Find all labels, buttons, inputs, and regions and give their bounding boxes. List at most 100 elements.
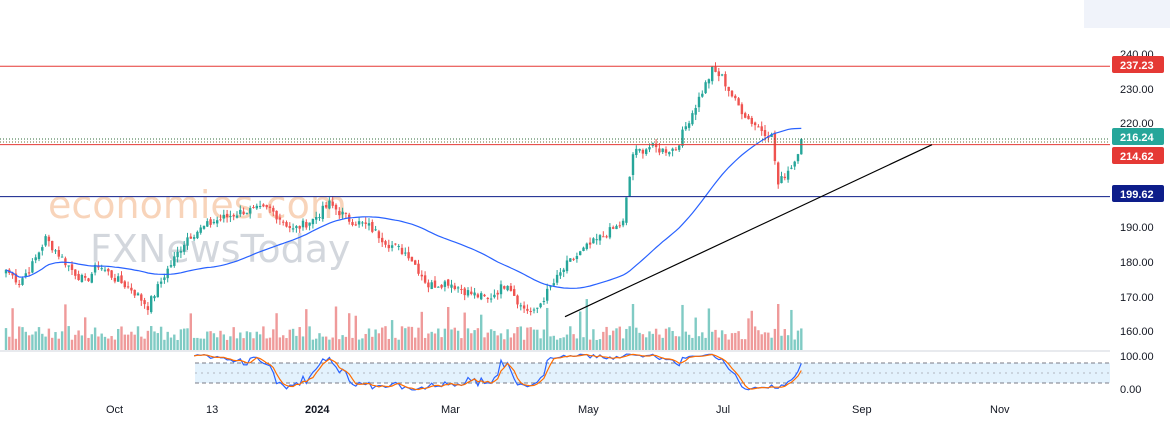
- volume-bar: [509, 337, 513, 350]
- volume-bar: [414, 337, 417, 350]
- candle-body: [575, 256, 579, 260]
- volume-bar: [711, 331, 714, 350]
- volume-bar: [377, 333, 381, 350]
- volume-bar: [654, 328, 658, 350]
- candle-body: [242, 211, 245, 215]
- volume-bar: [489, 329, 493, 350]
- volume-bar: [93, 327, 97, 350]
- volume-bar: [282, 335, 285, 350]
- volume-bar: [239, 332, 242, 350]
- volume-bar: [687, 334, 691, 350]
- volume-bar: [371, 336, 374, 350]
- volume-bar: [70, 339, 74, 350]
- volume-bar: [272, 329, 275, 350]
- volume-bar: [209, 331, 212, 350]
- volume-bar: [202, 338, 206, 350]
- time-tick: 13: [206, 404, 218, 416]
- volume-bar: [539, 338, 542, 350]
- candle-body: [285, 222, 288, 227]
- candle-body: [176, 251, 179, 258]
- volume-bar: [328, 339, 331, 350]
- volume-bar: [90, 334, 93, 350]
- candle-body: [163, 277, 166, 280]
- candle-body: [470, 291, 473, 294]
- candle-body: [130, 287, 133, 291]
- volume-bar: [585, 299, 588, 350]
- volume-bar: [308, 326, 311, 350]
- candle-body: [674, 149, 678, 151]
- candle-body: [608, 227, 612, 238]
- time-axis[interactable]: Oct 13 2024 Mar May Jul Sep Nov: [106, 404, 1010, 416]
- volume-bar: [549, 336, 552, 350]
- volume-bar: [357, 339, 361, 350]
- volume-bar: [437, 328, 440, 350]
- volume-bar: [14, 338, 18, 350]
- volume-bar: [57, 338, 60, 350]
- candle-body: [387, 244, 390, 249]
- volume-bar: [41, 333, 44, 350]
- last-price-badge-label: 216.24: [1120, 132, 1155, 144]
- volume-bar: [734, 332, 737, 350]
- candle-body: [460, 289, 463, 291]
- stochastic-d-line: [193, 353, 802, 391]
- candle-body: [328, 200, 331, 209]
- volume-bar: [786, 335, 790, 350]
- price-axis[interactable]: 240.00 230.00 220.00 190.00 180.00 170.0…: [1120, 49, 1154, 396]
- candle-body: [384, 241, 387, 245]
- volume-bar: [146, 330, 150, 350]
- volume-bars: [4, 299, 803, 350]
- volume-bar: [638, 332, 641, 350]
- volume-bar: [268, 337, 272, 350]
- volume-bar: [503, 339, 506, 350]
- volume-bar: [542, 329, 546, 350]
- volume-bar: [258, 334, 262, 350]
- candle-body: [450, 284, 453, 288]
- volume-bar: [430, 331, 433, 350]
- candle-body: [209, 219, 212, 225]
- volume-bar: [262, 326, 265, 350]
- candle-body: [740, 104, 744, 115]
- volume-bar: [252, 338, 255, 350]
- volume-bar: [588, 339, 592, 350]
- candle-body: [90, 273, 93, 283]
- last-price-badge: [1112, 128, 1164, 145]
- volume-bar: [348, 313, 351, 350]
- volume-bar: [645, 337, 648, 350]
- volume-bar: [192, 337, 196, 350]
- candle-body: [84, 276, 87, 278]
- candle-body: [255, 205, 258, 209]
- candle-body: [499, 284, 503, 295]
- volume-bar: [575, 338, 579, 350]
- candle-body: [268, 206, 272, 208]
- candle-body: [737, 98, 740, 106]
- volume-bar: [278, 337, 282, 350]
- volume-bar: [628, 326, 631, 350]
- price-tick: 230.00: [1120, 84, 1154, 96]
- candle-body: [777, 162, 780, 185]
- volume-bar: [212, 333, 216, 350]
- candle-body: [407, 252, 410, 259]
- volume-bar: [334, 306, 338, 350]
- volume-bar: [460, 338, 463, 350]
- candle-body: [717, 71, 720, 77]
- candle-body: [272, 207, 275, 212]
- volume-bar: [668, 327, 671, 350]
- volume-bar: [351, 337, 354, 350]
- volume-bar: [800, 328, 803, 350]
- volume-bar: [612, 330, 615, 350]
- candle-body: [549, 286, 552, 288]
- candle-body: [24, 273, 27, 277]
- candle-body: [120, 275, 123, 284]
- candle-body: [711, 66, 714, 82]
- time-tick: Jul: [716, 404, 730, 416]
- trendline[interactable]: [564, 144, 933, 318]
- candle-body: [222, 214, 225, 219]
- candle-body: [668, 152, 671, 155]
- horizontal-levels: [0, 65, 1110, 198]
- volume-bar: [84, 317, 87, 350]
- volume-bar: [183, 328, 186, 350]
- candle-body: [275, 210, 278, 220]
- volume-bar: [714, 329, 717, 350]
- volume-bar: [691, 337, 694, 350]
